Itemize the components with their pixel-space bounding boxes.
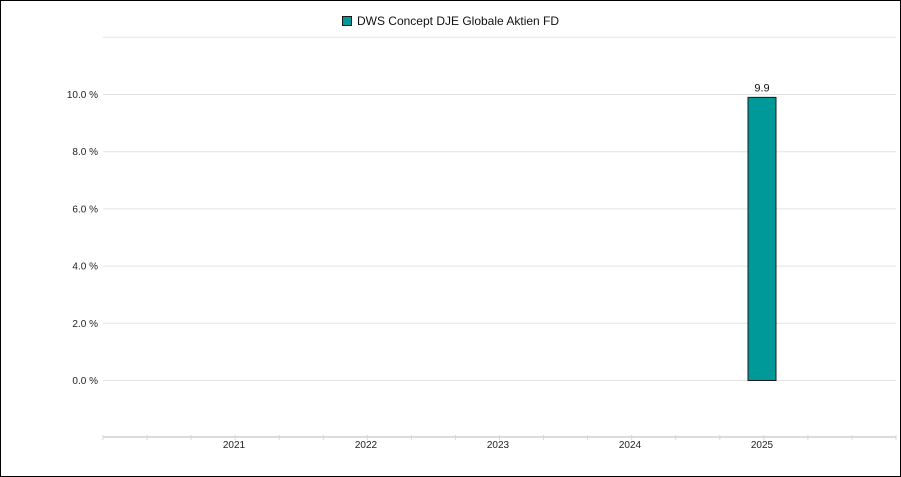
bar-2025: [747, 96, 777, 382]
x-tick-label-2022: 2022: [355, 440, 378, 451]
y-tick-label-1: 2.0 %: [72, 319, 98, 330]
y-tick-label-5: 10.0 %: [67, 90, 98, 101]
y-tick-label-4: 8.0 %: [72, 147, 98, 158]
y-tick-label-2: 4.0 %: [72, 262, 98, 273]
x-tick-label-2025: 2025: [751, 440, 774, 451]
y-tick-label-0: 0.0 %: [72, 376, 98, 387]
x-tick-label-2024: 2024: [619, 440, 642, 451]
x-tick-label-2021: 2021: [223, 440, 246, 451]
x-tick-label-2023: 2023: [487, 440, 510, 451]
y-tick-label-3: 6.0 %: [72, 204, 98, 215]
data-label-2025: 9.9: [754, 82, 769, 94]
legend-swatch: [341, 16, 352, 26]
legend[interactable]: DWS Concept DJE Globale Aktien FD: [1, 14, 900, 28]
legend-label: DWS Concept DJE Globale Aktien FD: [356, 14, 560, 28]
